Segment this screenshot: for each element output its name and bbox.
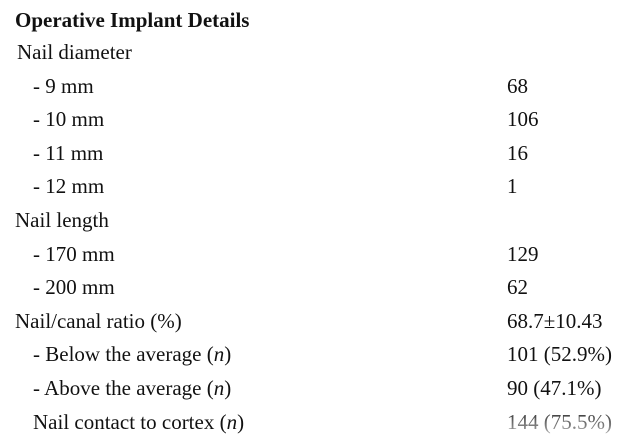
row-label: - Above the average (n)	[33, 375, 232, 400]
row-label: - 9 mm	[33, 73, 94, 98]
table-row: - Above the average (n) 90 (47.1%)	[0, 372, 638, 406]
table-row: - 11 mm 16	[0, 137, 638, 171]
table-row: - Below the average (n) 101 (52.9%)	[0, 338, 638, 372]
row-value: 129	[507, 241, 539, 266]
row-value: 68.7±10.43	[507, 308, 603, 333]
table-row: - 170 mm 129	[0, 238, 638, 272]
row-label: - 12 mm	[33, 174, 105, 199]
row-value: 101 (52.9%)	[507, 342, 612, 367]
row-label: - 200 mm	[33, 275, 115, 300]
row-label: Nail length	[15, 207, 109, 232]
row-value: 144 (75.5%)	[507, 409, 612, 434]
row-value: 106	[507, 107, 539, 132]
row-value: 16	[507, 140, 528, 165]
row-label: Nail/canal ratio (%)	[15, 308, 182, 333]
table-row: Nail length	[0, 204, 638, 238]
table-row: Nail contact to cortex (n) 144 (75.5%)	[0, 406, 638, 439]
row-label: - Below the average (n)	[33, 342, 232, 367]
table-row: - 9 mm 68	[0, 70, 638, 104]
row-label: - 10 mm	[33, 107, 105, 132]
row-value: 62	[507, 275, 528, 300]
table-row: Nail diameter	[0, 36, 638, 70]
row-label: Nail contact to cortex (n)	[33, 409, 245, 434]
table-row: Nail/canal ratio (%) 68.7±10.43	[0, 305, 638, 339]
table-row: - 10 mm 106	[0, 103, 638, 137]
row-value: 1	[507, 174, 518, 199]
section-heading: Operative Implant Details	[15, 8, 250, 32]
table-row: - 12 mm 1	[0, 170, 638, 204]
row-label: - 11 mm	[33, 140, 104, 165]
row-value: 68	[507, 73, 528, 98]
row-label: - 170 mm	[33, 241, 115, 266]
table-row: - 200 mm 62	[0, 271, 638, 305]
row-value: 90 (47.1%)	[507, 375, 602, 400]
row-label: Nail diameter	[17, 40, 132, 64]
implant-details-table: Nail diameter - 9 mm 68 - 10 mm 106 - 11…	[0, 36, 638, 439]
